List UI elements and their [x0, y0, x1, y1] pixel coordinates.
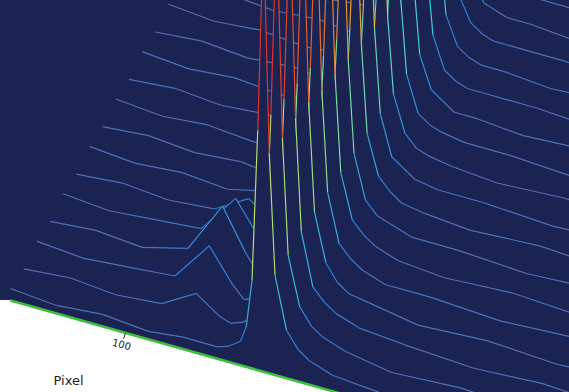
svg-text:Pixel: Pixel	[53, 373, 83, 388]
svg-text:100: 100	[111, 337, 132, 353]
